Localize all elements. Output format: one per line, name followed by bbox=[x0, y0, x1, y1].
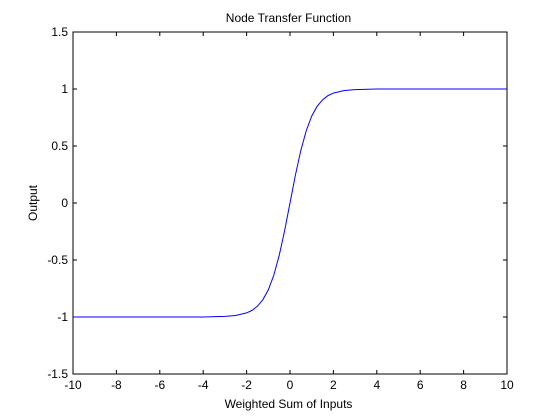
y-tick-label: 1 bbox=[61, 82, 68, 96]
y-tick-label: 0.5 bbox=[51, 139, 68, 153]
x-tick-label: 8 bbox=[460, 378, 467, 392]
x-tick-label: -4 bbox=[198, 378, 209, 392]
y-tick-labels: -1.5 -1 -0.5 0 0.5 1 1.5 bbox=[47, 25, 68, 381]
x-tick-label: 10 bbox=[500, 378, 514, 392]
chart-title: Node Transfer Function bbox=[226, 11, 351, 25]
x-tick-labels: -10 -8 -6 -4 -2 0 2 4 6 8 10 bbox=[64, 378, 514, 392]
y-tick-label: -1 bbox=[57, 310, 68, 324]
x-tick-label: 0 bbox=[287, 378, 294, 392]
x-tick-label: -2 bbox=[241, 378, 252, 392]
y-tick-label: -1.5 bbox=[47, 367, 68, 381]
y-axis-label: Output bbox=[26, 184, 40, 221]
x-tick-label: -10 bbox=[64, 378, 82, 392]
x-tick-label: -8 bbox=[111, 378, 122, 392]
y-tick-label: 0 bbox=[61, 196, 68, 210]
x-tick-label: 6 bbox=[417, 378, 424, 392]
x-axis-label: Weighted Sum of Inputs bbox=[225, 397, 353, 411]
series-layer bbox=[73, 88, 507, 318]
x-tick-label: -6 bbox=[154, 378, 165, 392]
y-tick-label: 1.5 bbox=[51, 25, 68, 39]
x-tick-label: 2 bbox=[330, 378, 337, 392]
x-tick-label: 4 bbox=[373, 378, 380, 392]
series-line bbox=[73, 88, 507, 318]
y-tick-label: -0.5 bbox=[47, 253, 68, 267]
